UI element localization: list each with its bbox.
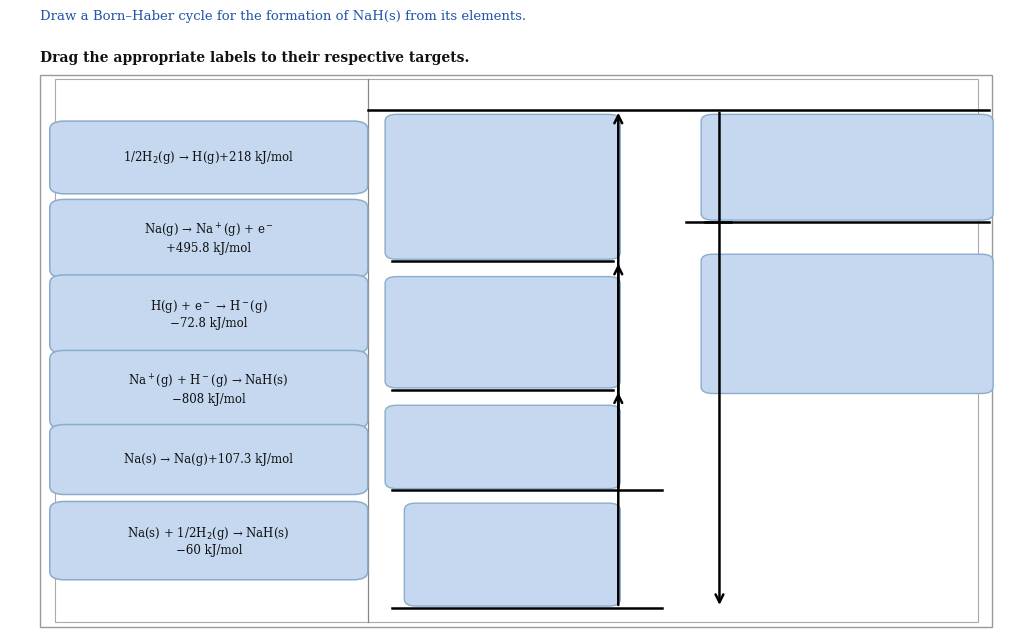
FancyBboxPatch shape [49,350,367,429]
FancyBboxPatch shape [385,405,621,489]
Text: Na(s) + 1/2H$_2$(g) → NaH(s)
−60 kJ/mol: Na(s) + 1/2H$_2$(g) → NaH(s) −60 kJ/mol [127,525,290,557]
Text: Na(g) → Na$^+$(g) + e$^-$
+495.8 kJ/mol: Na(g) → Na$^+$(g) + e$^-$ +495.8 kJ/mol [144,222,273,255]
FancyBboxPatch shape [701,254,993,394]
FancyBboxPatch shape [49,121,367,194]
FancyBboxPatch shape [385,276,621,388]
FancyBboxPatch shape [49,502,367,580]
FancyBboxPatch shape [49,424,367,494]
Text: Drag the appropriate labels to their respective targets.: Drag the appropriate labels to their res… [40,51,470,66]
FancyBboxPatch shape [701,114,993,220]
FancyBboxPatch shape [385,114,621,259]
Text: H(g) + e$^-$ → H$^-$(g)
−72.8 kJ/mol: H(g) + e$^-$ → H$^-$(g) −72.8 kJ/mol [150,298,267,330]
Text: Draw a Born–Haber cycle for the formation of NaH(s) from its elements.: Draw a Born–Haber cycle for the formatio… [40,10,527,23]
Text: 1/2H$_2$(g) → H(g)+218 kJ/mol: 1/2H$_2$(g) → H(g)+218 kJ/mol [123,149,295,166]
FancyBboxPatch shape [405,503,621,606]
FancyBboxPatch shape [49,199,367,278]
FancyBboxPatch shape [49,275,367,353]
Text: Na(s) → Na(g)+107.3 kJ/mol: Na(s) → Na(g)+107.3 kJ/mol [124,453,294,466]
Text: Na$^+$(g) + H$^-$(g) → NaH(s)
−808 kJ/mol: Na$^+$(g) + H$^-$(g) → NaH(s) −808 kJ/mo… [128,373,289,406]
